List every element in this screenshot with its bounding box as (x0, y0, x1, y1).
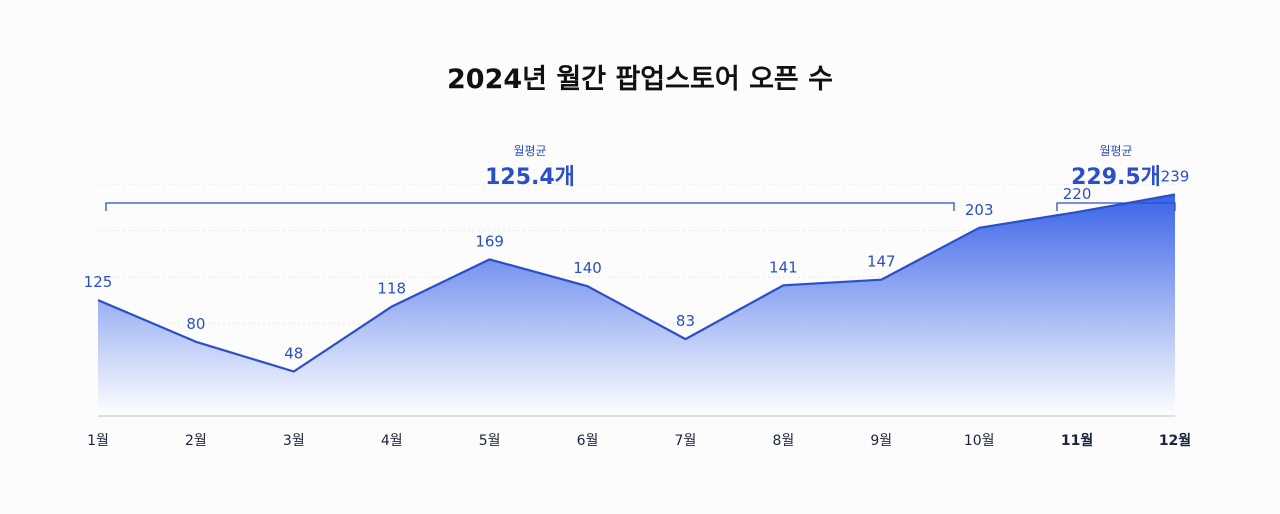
data-label: 239 (1161, 167, 1190, 185)
average-annotation-2: 월평균 229.5개 (1056, 144, 1176, 211)
x-tick-label: 3월 (283, 433, 305, 449)
series-area (98, 194, 1175, 416)
average-value: 125.4개 (485, 165, 575, 190)
data-label: 141 (769, 258, 798, 276)
average-annotation-1: 월평균 125.4개 (105, 144, 955, 211)
data-label: 118 (377, 280, 406, 298)
data-label: 48 (284, 345, 303, 363)
data-label: 147 (867, 253, 896, 271)
data-label: 169 (475, 232, 504, 250)
data-label: 220 (1063, 185, 1092, 203)
average-bracket (105, 202, 955, 211)
data-label: 83 (676, 312, 695, 330)
data-label: 80 (186, 315, 205, 333)
average-label: 월평균 (513, 144, 546, 158)
x-tick-label: 6월 (577, 433, 599, 449)
chart-title: 2024년 월간 팝업스토어 오픈 수 (447, 64, 833, 95)
x-tick-label: 12월 (1159, 432, 1191, 449)
x-tick-labels: 1월 2월 3월 4월 5월 6월 7월 8월 9월 10월 11월 12월 (87, 432, 1191, 449)
average-bracket (1056, 202, 1176, 211)
average-label: 월평균 (1099, 144, 1132, 158)
x-tick-label: 1월 (87, 433, 109, 449)
data-label: 140 (573, 259, 602, 277)
x-tick-label: 4월 (381, 433, 403, 449)
data-label: 125 (84, 273, 113, 291)
data-label: 203 (965, 201, 994, 219)
x-tick-label: 10월 (964, 433, 995, 449)
x-tick-label: 8월 (772, 433, 794, 449)
x-tick-label: 5월 (479, 433, 501, 449)
area-layer (97, 193, 1176, 416)
series-line (97, 193, 1176, 373)
x-tick-label: 9월 (870, 433, 892, 449)
x-tick-label: 7월 (675, 433, 697, 449)
x-tick-label: 11월 (1061, 432, 1093, 449)
average-value: 229.5개 (1071, 165, 1161, 190)
data-labels: 125 80 48 118 169 140 83 141 147 203 220 239 (84, 167, 1190, 362)
x-tick-label: 2월 (185, 433, 207, 449)
